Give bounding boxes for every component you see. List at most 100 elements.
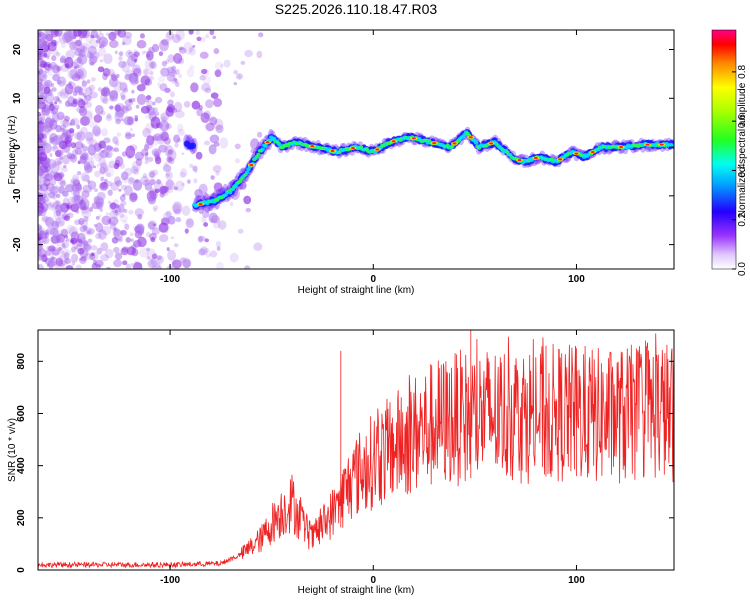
spectrogram-noise-blob — [136, 94, 147, 105]
spectrogram-noise-blob — [168, 186, 174, 194]
spectrogram-noise-blob — [38, 180, 42, 187]
spectrogram-noise-blob — [212, 35, 217, 40]
spectrogram-noise-blob — [149, 75, 155, 81]
spectrogram-noise-blob — [72, 90, 78, 97]
spectrogram-noise-blob — [183, 41, 193, 55]
spectrogram-noise-blob — [171, 65, 177, 71]
spectrogram-noise-blob — [127, 176, 135, 185]
spectrogram-noise-blob — [153, 133, 163, 141]
spectrogram-noise-blob — [45, 245, 52, 251]
spectrogram-noise-blob — [78, 201, 87, 211]
spectrogram-noise-blob — [63, 90, 73, 99]
spectrogram-noise-blob — [167, 149, 173, 155]
spectrogram-noise-blob — [77, 232, 86, 244]
spectrogram-noise-blob — [78, 87, 84, 94]
spectrogram-noise-blob — [165, 210, 172, 218]
spectrogram-noise-blob — [159, 120, 170, 132]
spectrogram-noise-blob — [91, 127, 102, 137]
spectrogram-noise-blob — [202, 209, 210, 218]
spectrogram-noise-blob — [63, 190, 70, 198]
spectrogram-noise-blob — [118, 81, 122, 85]
spectrogram-ridge — [183, 126, 674, 215]
spectrogram-noise-blob — [100, 110, 106, 116]
spectrogram-noise-blob — [64, 184, 75, 193]
spectrogram-noise-blob — [122, 260, 128, 266]
spectrogram-noise-blob — [72, 98, 78, 105]
spectrogram-noise-blob — [66, 224, 75, 235]
spectrogram-noise-blob — [162, 164, 172, 173]
spectrogram-noise-blob — [139, 33, 145, 39]
spectrogram-noise-blob — [114, 209, 119, 214]
spectrogram-noise-blob — [59, 250, 65, 255]
spectrogram-noise-blob — [105, 172, 112, 178]
spectrogram-noise-blob — [93, 114, 103, 123]
spectrogram-noise-blob — [51, 55, 57, 62]
spectrogram-noise-blob — [43, 178, 51, 187]
spectrogram-noise-blob — [177, 123, 184, 132]
spectrogram-noise-blob — [205, 122, 215, 132]
spectrogram-noise-blob — [85, 33, 93, 44]
spectrogram-noise-blob — [61, 80, 65, 85]
spectrogram-noise-blob — [166, 156, 173, 163]
spectrogram-noise-blob — [63, 30, 74, 43]
spectrogram-noise-blob — [219, 137, 229, 149]
spectrogram-noise-blob — [203, 222, 209, 227]
spectrogram-noise-blob — [134, 264, 142, 269]
spectrogram-noise-blob — [175, 217, 182, 223]
spectrogram-noise-blob — [86, 228, 95, 235]
spectrogram-noise-blob — [70, 239, 74, 244]
spectrogram-noise-blob — [175, 110, 185, 119]
spectrogram-noise-blob — [40, 60, 48, 68]
spectrogram-noise-blob — [101, 225, 112, 236]
spectrogram-noise-blob — [125, 145, 136, 159]
spectrogram-noise-blob — [95, 201, 103, 210]
spectrogram-noise-blob — [213, 182, 223, 192]
spectrogram-noise-blob — [69, 41, 77, 51]
spectrogram-noise-blob — [68, 153, 76, 160]
spectrogram-noise-blob — [136, 39, 147, 49]
spectrogram-noise-blob — [63, 215, 71, 222]
spectrogram-noise-blob — [38, 175, 42, 183]
spectrogram-noise-blob — [51, 256, 55, 260]
spectrogram-noise-blob — [151, 227, 160, 235]
spectrogram-noise-blob — [38, 37, 42, 42]
spectrogram-noise-blob — [38, 191, 43, 204]
spectrogram-noise-blob — [230, 202, 234, 206]
spectrogram-noise-blob — [197, 235, 204, 243]
spectrogram-ridge-peak — [350, 147, 355, 150]
spectrogram-noise-blob — [112, 227, 120, 237]
spectrogram-noise-blob — [115, 118, 121, 125]
spectrogram-noise-blob — [114, 140, 120, 146]
spectrogram-noise-blob — [40, 103, 46, 109]
spectrogram-noise-blob — [215, 240, 222, 248]
spectrogram-noise-blob — [142, 68, 149, 76]
spectrogram-y-ticks: -20 -10 0 10 20 — [12, 44, 674, 252]
spectrogram-noise-blob — [117, 236, 124, 243]
spectrogram-noise-blob — [100, 181, 108, 189]
spectrogram-noise-blob — [79, 225, 87, 233]
spectrogram-noise-blob — [208, 212, 218, 224]
spectrogram-noise-blob — [62, 197, 70, 207]
spectrogram-noise-blob — [192, 45, 196, 48]
spectrogram-noise-blob — [115, 108, 125, 118]
spectrogram-noise-blob — [205, 99, 214, 109]
spectrogram-noise-blob — [38, 165, 42, 171]
spectrogram-noise-blob — [69, 177, 80, 187]
spectrogram-noise-blob — [134, 58, 138, 63]
spectrogram-noise-blob — [38, 176, 47, 188]
spectrogram-noise-blob — [134, 115, 139, 119]
spectrogram-frame — [37, 29, 675, 270]
spectrogram-noise-blob — [253, 242, 263, 251]
spectrogram-noise-blob — [75, 187, 83, 194]
spectrogram-noise-blob — [80, 126, 88, 135]
spectrogram-noise-blob — [152, 169, 159, 176]
spectrogram-noise-blob — [59, 134, 65, 140]
spectrogram-x-label: Height of straight line (km) — [298, 285, 415, 296]
spectrogram-noise-blob — [164, 216, 170, 222]
spectrogram-noise-blob — [121, 118, 125, 122]
spectrogram-noise-blob — [51, 220, 60, 231]
spectrogram-noise-blob — [48, 245, 56, 252]
spectrogram-noise-blob — [165, 170, 173, 181]
